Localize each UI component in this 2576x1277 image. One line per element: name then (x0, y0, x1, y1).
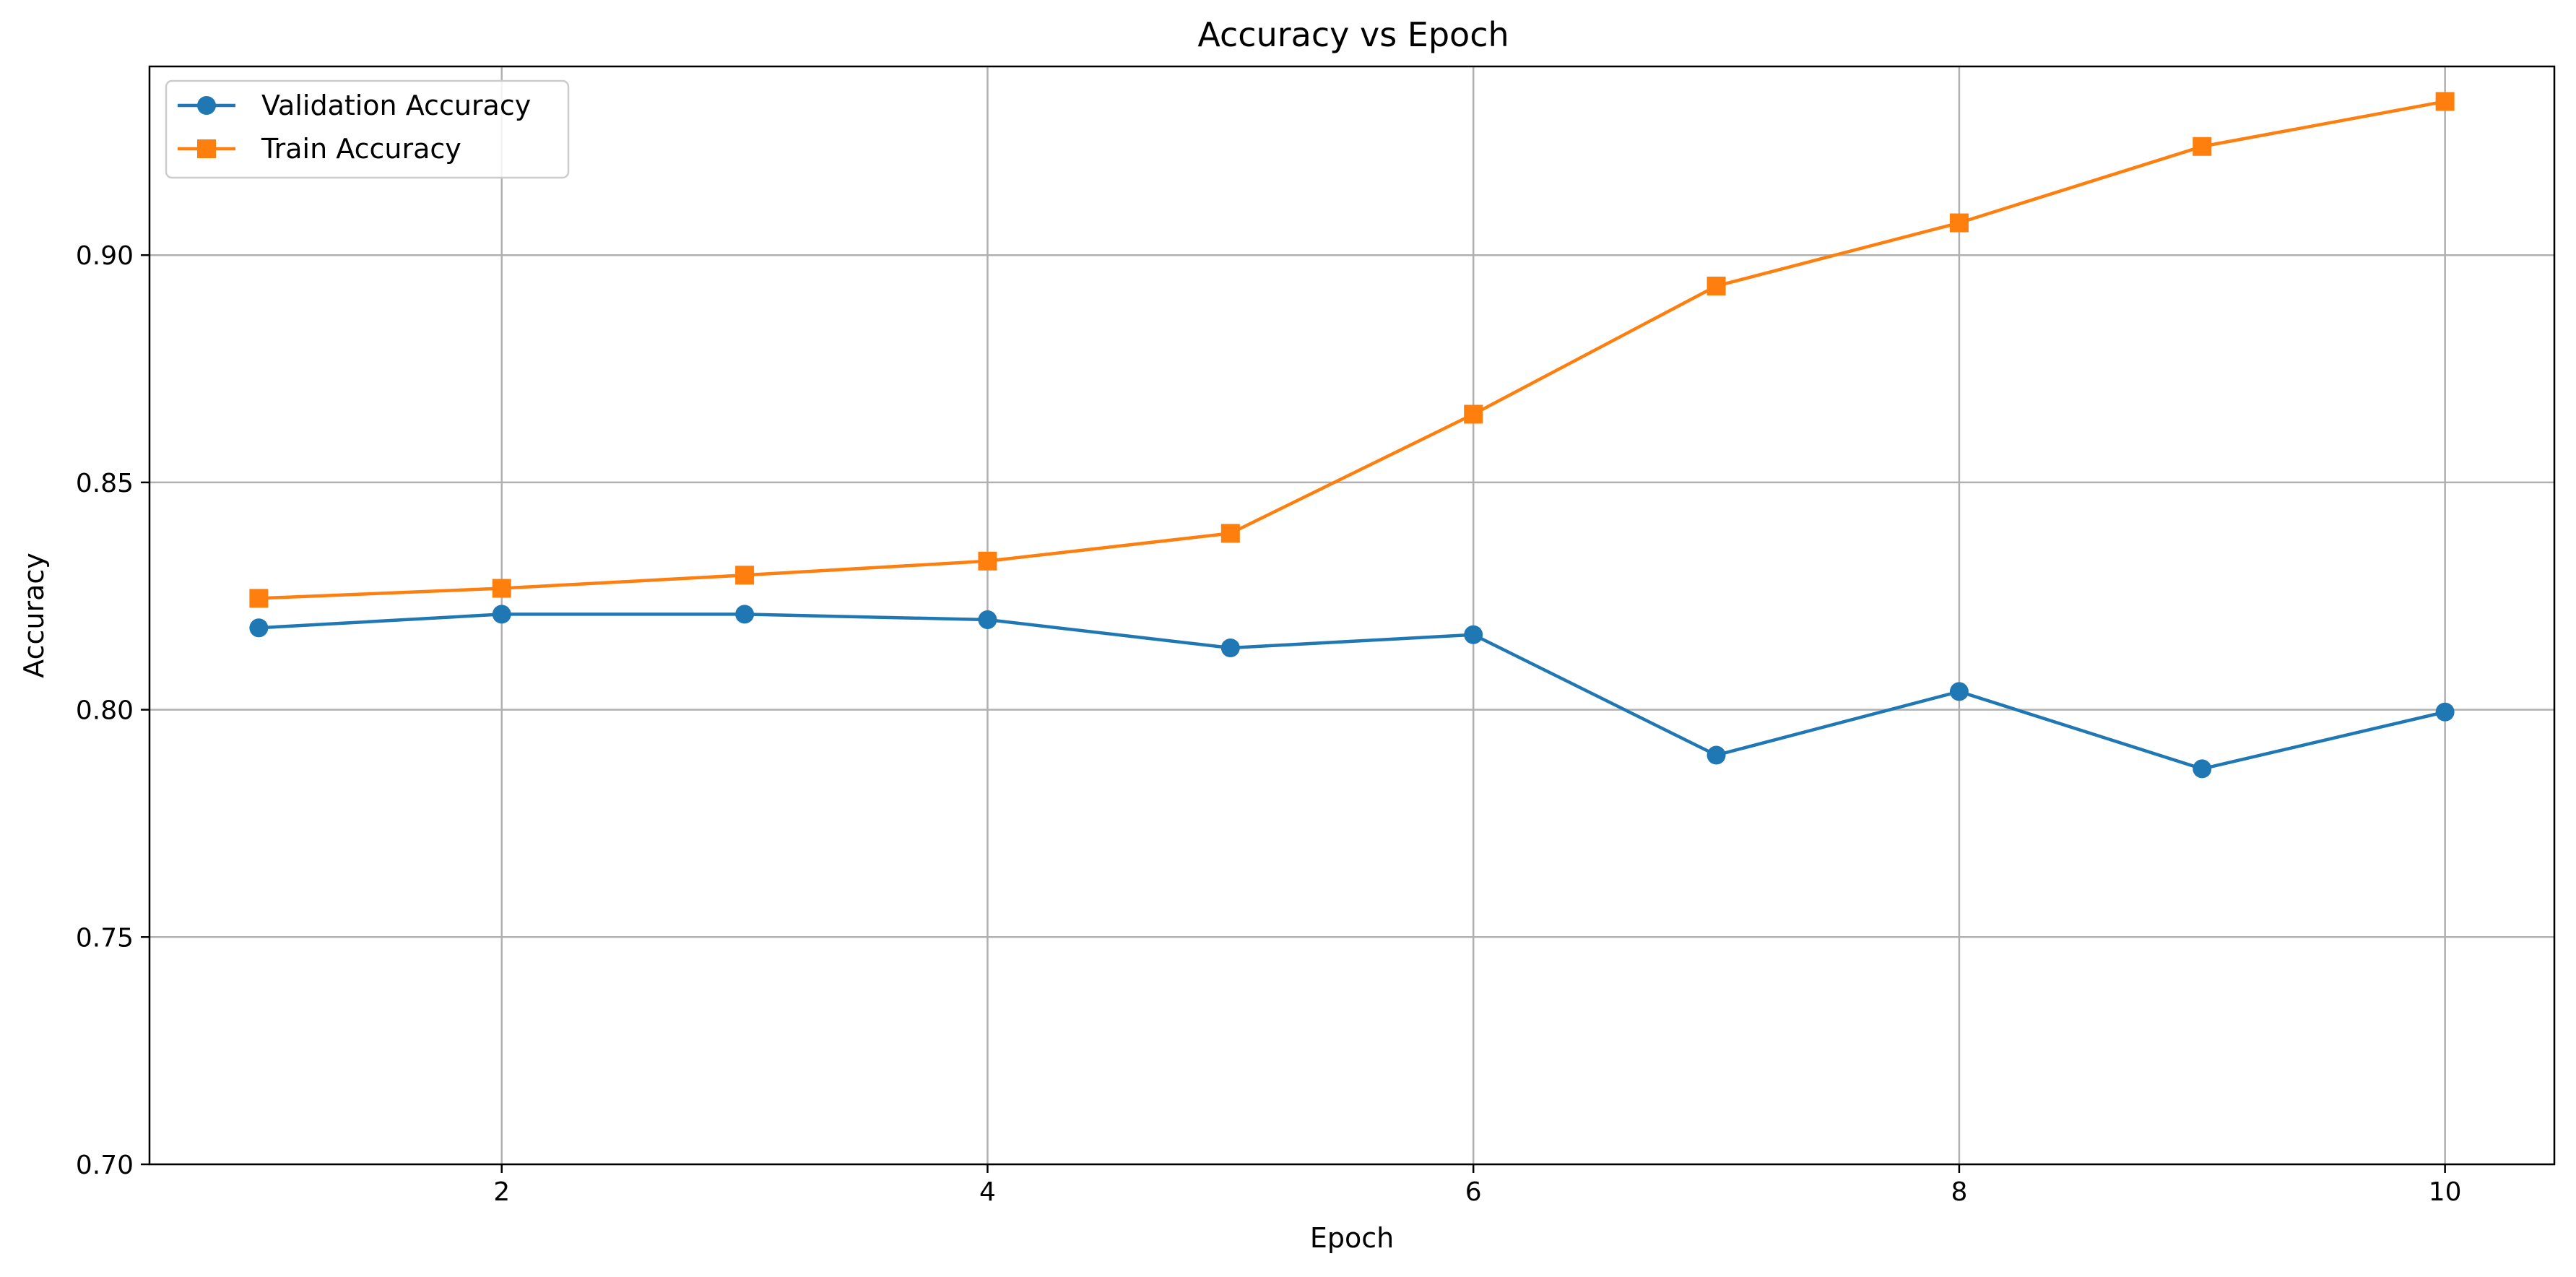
validation-accuracy-line (259, 612, 2446, 771)
train-accuracy-line (259, 100, 2446, 600)
validation-accuracy-point (249, 618, 269, 638)
series-layer (249, 92, 2455, 779)
train-accuracy-point (492, 579, 511, 598)
x-tick-label: 6 (1465, 1177, 1482, 1207)
legend-label: Validation Accuracy (261, 90, 531, 121)
validation-accuracy-point (1949, 682, 1969, 701)
x-tick-label: 2 (493, 1177, 510, 1207)
y-tick-label: 0.70 (76, 1151, 134, 1180)
train-accuracy-point (735, 566, 755, 585)
train-accuracy-point (2193, 137, 2212, 156)
chart-title: Accuracy vs Epoch (1197, 15, 1509, 54)
validation-accuracy-point (2435, 702, 2455, 722)
validation-accuracy-point (2193, 759, 2212, 779)
y-tick-label: 0.75 (76, 923, 134, 953)
y-tick-label: 0.90 (76, 241, 134, 271)
train-accuracy-point (1220, 524, 1240, 543)
validation-accuracy-point (1707, 745, 1726, 765)
x-tick-label: 10 (2429, 1177, 2462, 1207)
validation-accuracy-point (492, 605, 511, 624)
validation-accuracy-point (978, 610, 997, 629)
legend-swatch-marker (197, 96, 216, 115)
series-train-accuracy (249, 92, 2455, 608)
train-accuracy-point (1464, 404, 1483, 424)
train-accuracy-point (1707, 277, 1726, 295)
train-accuracy-point (978, 551, 997, 571)
y-tick-label: 0.80 (76, 696, 134, 726)
legend: Validation Accuracy Train Accuracy (165, 79, 570, 179)
legend-item-validation-accuracy: Validation Accuracy (178, 90, 531, 121)
legend-swatch-marker (197, 139, 216, 158)
y-axis-label: Accuracy (18, 553, 50, 678)
train-accuracy-point (2435, 92, 2455, 111)
legend-label: Train Accuracy (261, 133, 461, 165)
validation-accuracy-point (735, 605, 755, 624)
validation-accuracy-point (1220, 638, 1240, 658)
x-tick-label: 4 (979, 1177, 996, 1207)
train-accuracy-point (1949, 213, 1969, 233)
x-axis-label: Epoch (1310, 1222, 1394, 1254)
legend-item-train-accuracy: Train Accuracy (178, 133, 461, 165)
x-tick-label: 8 (1951, 1177, 1967, 1207)
y-tick-label: 0.85 (76, 469, 134, 498)
plot-frame (148, 65, 2556, 1166)
legend-box (165, 79, 570, 179)
series-validation-accuracy (249, 605, 2455, 779)
validation-accuracy-point (1464, 625, 1483, 644)
train-accuracy-point (249, 589, 269, 608)
ticks: 2 4 6 8 10 0.70 0.75 0.80 0.85 0.90 (76, 241, 2462, 1207)
